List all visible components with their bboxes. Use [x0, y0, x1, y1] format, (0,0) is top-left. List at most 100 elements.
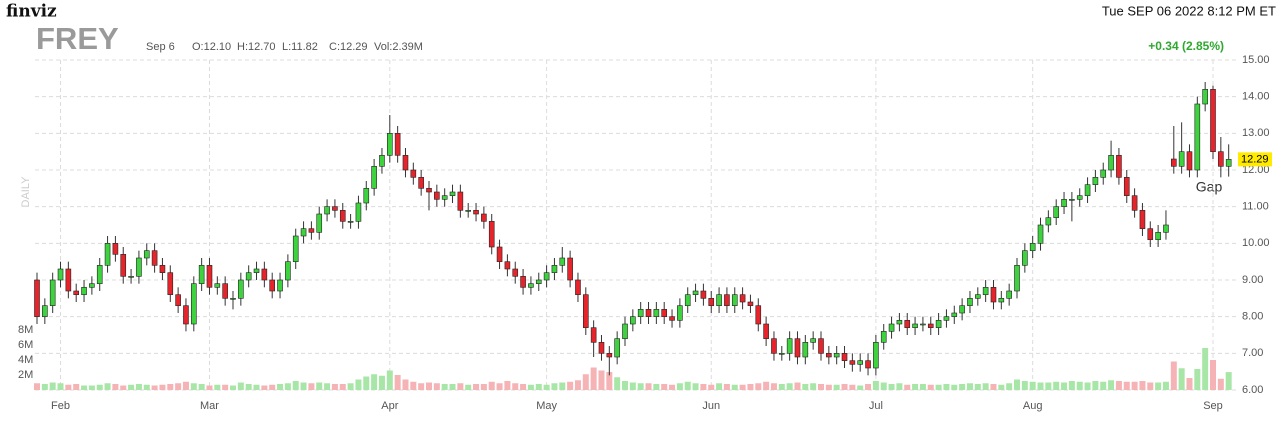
candle-body	[167, 272, 174, 295]
candle-body	[238, 279, 244, 299]
volume-bar	[755, 383, 762, 390]
volume-bar	[347, 383, 354, 390]
volume-bar	[700, 384, 707, 390]
volume-bar	[912, 384, 919, 390]
volume-bar	[598, 370, 605, 390]
volume-bar	[96, 384, 103, 390]
volume-bar	[520, 384, 527, 390]
candle-body	[128, 276, 134, 278]
volume-bar	[175, 383, 182, 390]
x-tick-label: Mar	[200, 400, 219, 412]
volume-bar	[120, 385, 127, 390]
candle-body	[1194, 103, 1201, 171]
candle-body	[426, 188, 432, 193]
candle-body	[465, 210, 472, 212]
candle-body	[606, 353, 613, 358]
candle-body	[394, 133, 401, 156]
volume-bar	[865, 384, 872, 390]
volume-bar	[182, 381, 189, 390]
volume-bar	[1053, 381, 1060, 390]
volume-bar	[190, 383, 197, 390]
volume-bar	[112, 384, 119, 390]
volume-bar	[206, 385, 213, 390]
annotation: Gap	[1196, 179, 1223, 195]
candle-body	[692, 290, 699, 295]
candle-body	[1045, 217, 1052, 226]
candle-body	[865, 360, 871, 369]
candle-body	[277, 279, 283, 292]
candle-body	[833, 353, 840, 358]
x-tick-label: May	[536, 400, 557, 412]
candle-body	[786, 338, 793, 354]
volume-bar	[277, 384, 284, 390]
volume-bar	[167, 384, 174, 390]
candle-body	[841, 353, 848, 361]
candle-body	[206, 265, 213, 288]
candle-body	[253, 268, 260, 273]
volume-bar	[669, 384, 676, 390]
candle-body	[1131, 195, 1138, 211]
volume-bar	[135, 384, 142, 390]
y-tick-label: 15.00	[1242, 54, 1270, 66]
candle-body	[1178, 151, 1185, 167]
candle-body	[912, 323, 918, 328]
volume-bar	[1202, 348, 1209, 390]
candle-body	[363, 188, 370, 204]
volume-bar	[410, 381, 417, 390]
volume-bar	[214, 384, 221, 390]
volume-bar	[935, 384, 942, 390]
candle-body	[598, 342, 605, 354]
volume-bar	[1225, 372, 1232, 390]
volume-bar	[1217, 378, 1224, 390]
volume-bar	[237, 382, 244, 390]
volume-bar	[990, 384, 997, 390]
volume-bar	[300, 382, 307, 390]
volume-bar	[331, 384, 338, 390]
timestamp: Tue SEP 06 2022 8:12 PM ET	[1102, 3, 1276, 18]
candle-body	[1014, 265, 1020, 292]
candle-body	[622, 323, 628, 339]
candle-body	[724, 294, 730, 306]
candle-body	[810, 338, 816, 343]
candle-body	[1202, 89, 1208, 105]
period-label: DAILY	[20, 176, 32, 208]
candle-body	[1053, 206, 1059, 218]
volume-bar	[1210, 360, 1216, 390]
candle-body	[120, 254, 127, 277]
candle-body	[1076, 195, 1083, 200]
candle-body	[935, 320, 942, 328]
candle-body	[245, 272, 252, 281]
y-tick-label: 9.00	[1242, 274, 1263, 286]
last-price-label: 12.29	[1241, 153, 1269, 165]
candle-body	[559, 257, 566, 266]
volume-bar	[559, 382, 566, 390]
volume-bar	[449, 384, 456, 390]
volume-bar	[57, 383, 64, 390]
volume-bar	[810, 383, 817, 390]
volume-bar	[786, 383, 793, 390]
candle-body	[1225, 159, 1232, 167]
volume-bar	[308, 383, 315, 390]
volume-bar	[1061, 382, 1068, 390]
x-tick-label: Jul	[869, 400, 883, 412]
volume-bar	[371, 374, 378, 390]
candle-body	[708, 298, 715, 306]
candle-body	[65, 268, 72, 292]
candle-body	[89, 283, 95, 288]
volume-bar	[998, 384, 1005, 390]
volume-bar	[919, 384, 926, 390]
volume-bar	[692, 383, 699, 390]
candle-body	[285, 261, 291, 281]
candle-body	[1022, 250, 1028, 266]
candle-body	[982, 287, 989, 295]
candle-body	[1108, 155, 1114, 171]
candle-body	[990, 287, 997, 303]
candle-body	[175, 294, 181, 306]
y-tick-label: 7.00	[1242, 347, 1263, 359]
volume-bar	[457, 383, 464, 390]
volume-bar	[1170, 361, 1177, 390]
x-tick-label: Feb	[51, 400, 70, 412]
candle-body	[261, 268, 268, 281]
candle-body	[857, 360, 864, 365]
candle-body	[512, 268, 519, 277]
